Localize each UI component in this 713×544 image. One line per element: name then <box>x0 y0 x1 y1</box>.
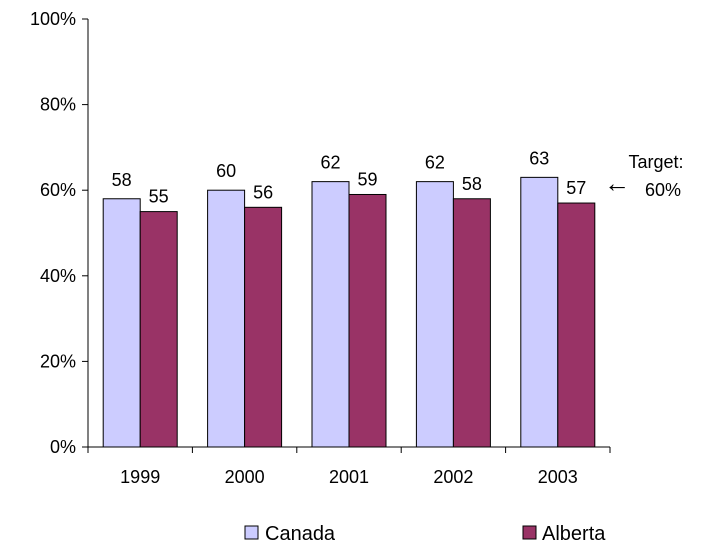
data-label-alberta: 58 <box>462 174 482 194</box>
x-tick-label: 2002 <box>433 467 473 487</box>
target-value: 60% <box>645 180 681 200</box>
bar-alberta <box>244 206 283 448</box>
y-tick-label: 20% <box>40 351 76 371</box>
legend: Canada Alberta <box>244 523 606 544</box>
legend-swatch-alberta <box>522 525 537 540</box>
bar-alberta <box>139 211 178 448</box>
data-labels: 58 55 60 56 62 59 62 58 63 57 <box>112 148 587 206</box>
bar-canada <box>207 189 246 448</box>
x-tick-label: 2000 <box>225 467 265 487</box>
data-label-alberta: 56 <box>253 182 273 202</box>
bar-canada <box>415 181 454 448</box>
data-label-alberta: 59 <box>357 169 377 189</box>
x-tick-label: 2003 <box>538 467 578 487</box>
y-tick-label: 0% <box>50 437 76 457</box>
data-label-canada: 62 <box>425 153 445 173</box>
data-label-alberta: 57 <box>566 178 586 198</box>
y-axis: 0% 20% 40% 60% 80% 100% <box>30 9 89 457</box>
data-label-canada: 63 <box>529 148 549 168</box>
x-axis: 1999 2000 2001 2002 2003 <box>87 446 611 487</box>
target-annotation: ← Target: 60% <box>604 152 684 200</box>
data-label-canada: 58 <box>112 170 132 190</box>
bar-canada <box>311 181 350 448</box>
data-label-alberta: 55 <box>149 187 169 207</box>
data-label-canada: 60 <box>216 161 236 181</box>
bars <box>102 176 596 448</box>
bar-canada <box>102 198 141 448</box>
x-tick-label: 1999 <box>120 467 160 487</box>
data-label-canada: 62 <box>320 153 340 173</box>
y-tick-label: 100% <box>30 9 76 29</box>
legend-swatch-canada <box>244 525 259 540</box>
y-tick-label: 40% <box>40 266 76 286</box>
bar-canada <box>520 176 559 448</box>
y-tick-label: 60% <box>40 180 76 200</box>
bar-alberta <box>348 193 387 448</box>
bar-alberta <box>557 202 596 448</box>
legend-label-alberta: Alberta <box>542 523 606 544</box>
legend-label-canada: Canada <box>265 523 336 544</box>
bar-alberta <box>452 198 491 448</box>
target-arrow: ← <box>604 168 630 198</box>
y-tick-label: 80% <box>40 95 76 115</box>
x-tick-label: 2001 <box>329 467 369 487</box>
target-label: Target: <box>628 152 683 172</box>
